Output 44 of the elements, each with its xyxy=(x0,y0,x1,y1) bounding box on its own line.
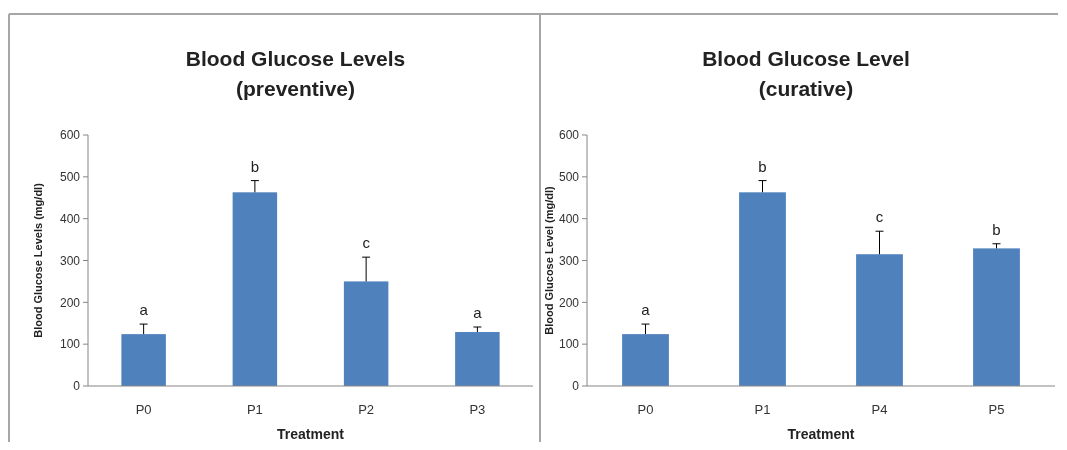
x-tick-label: P4 xyxy=(871,402,888,417)
y-tick-label: 0 xyxy=(572,379,580,394)
y-tick-label: 300 xyxy=(558,253,580,268)
y-tick-label: 500 xyxy=(558,170,580,185)
x-tick-label: P0 xyxy=(637,402,654,417)
x-axis-title: Treatment xyxy=(787,426,855,442)
bar xyxy=(232,192,278,386)
bar xyxy=(622,334,669,386)
y-tick-label: 200 xyxy=(558,295,580,310)
annotation: a xyxy=(473,304,483,322)
y-tick-label: 500 xyxy=(59,170,81,185)
annotation: b xyxy=(250,157,260,175)
bar xyxy=(856,254,903,386)
annotation: b xyxy=(992,220,1001,238)
chart-title: Blood Glucose Levels (preventive) xyxy=(185,47,406,100)
chart-title: Blood Glucose Level (curative) xyxy=(702,47,910,100)
bar xyxy=(343,281,389,386)
x-tick-label: P0 xyxy=(135,402,152,417)
y-tick-label: 100 xyxy=(558,337,580,352)
x-axis-title: Treatment xyxy=(277,426,345,442)
y-axis-title: Blood Glucose Level (mg/dl) xyxy=(542,185,555,335)
x-tick-label: P3 xyxy=(469,402,486,417)
x-tick-label: P2 xyxy=(358,402,375,417)
bar xyxy=(455,332,500,386)
y-tick-label: 300 xyxy=(59,253,81,268)
annotation: c xyxy=(875,208,884,226)
x-tick-label: P1 xyxy=(754,402,771,417)
bar xyxy=(121,334,166,386)
y-tick-label: 100 xyxy=(59,337,81,352)
annotation: a xyxy=(139,301,149,319)
y-tick-label: 400 xyxy=(59,211,81,226)
y-tick-label: 400 xyxy=(558,211,580,226)
annotation: b xyxy=(758,157,767,175)
bar xyxy=(973,248,1020,386)
bar xyxy=(739,192,786,386)
annotation: a xyxy=(641,301,651,319)
y-tick-label: 600 xyxy=(59,128,81,143)
y-tick-label: 600 xyxy=(558,128,580,143)
annotation: c xyxy=(362,234,371,252)
x-tick-label: P1 xyxy=(246,402,263,417)
y-tick-label: 200 xyxy=(59,295,81,310)
y-tick-label: 0 xyxy=(73,379,81,394)
x-tick-label: P5 xyxy=(988,402,1005,417)
y-axis-title: Blood Glucose Levels (mg/dl) xyxy=(32,182,44,338)
